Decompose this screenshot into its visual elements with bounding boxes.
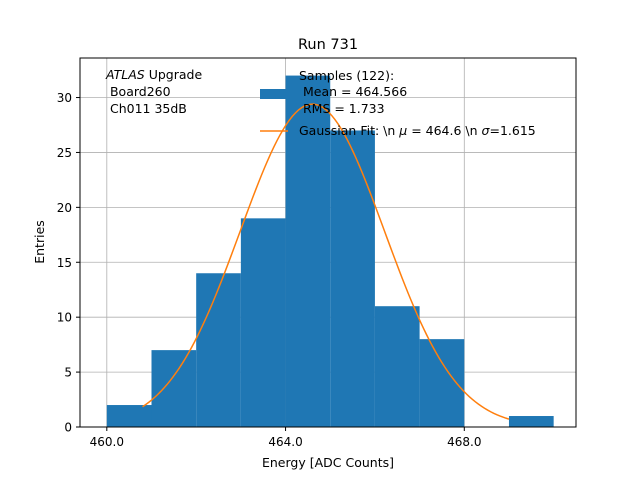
annotation-experiment: ATLAS — [105, 67, 145, 82]
gaussian-fit-curve — [142, 103, 510, 420]
legend-fit-mid: = 464.6 \n — [407, 123, 481, 138]
y-tick-label: 30 — [57, 91, 72, 105]
histogram-bar — [240, 218, 286, 427]
fit-curve-layer — [142, 103, 510, 420]
y-tick-label: 10 — [57, 311, 72, 325]
legend-fit-end: =1.615 — [489, 123, 535, 138]
y-tick-label: 0 — [64, 421, 72, 435]
histogram-bar — [330, 130, 375, 427]
y-axis-label: Entries — [32, 220, 47, 264]
legend-fit-label: Gaussian Fit: \n μ = 464.6 \n σ=1.615 — [299, 123, 536, 138]
histogram-bars — [106, 75, 554, 428]
histogram-bar — [285, 75, 331, 428]
legend-histogram-label-3: RMS = 1.733 — [299, 101, 385, 116]
chart-title: Run 731 — [298, 37, 358, 53]
x-tick-label: 460.0 — [90, 435, 124, 449]
ticks-layer: 460.0 464.0 468.0 0 5 10 15 20 25 30 — [57, 91, 482, 449]
histogram-bar — [196, 273, 241, 427]
y-tick-label: 25 — [57, 146, 72, 160]
histogram-bar — [374, 306, 420, 427]
histogram-bar — [419, 339, 465, 427]
x-tick-label: 464.0 — [268, 435, 302, 449]
y-tick-label: 5 — [64, 366, 72, 380]
legend-histogram-swatch — [260, 89, 288, 99]
legend: Samples (122): Mean = 464.566 RMS = 1.73… — [260, 68, 536, 138]
annotation-line-1: ATLAS Upgrade — [105, 67, 202, 82]
legend-fit-prefix: Gaussian Fit: \n — [299, 123, 399, 138]
annotation-board: Board260 — [106, 84, 171, 99]
annotation-upgrade: Upgrade — [145, 67, 203, 82]
legend-fit-mu: μ — [398, 123, 407, 138]
legend-histogram-label-1: Samples (122): — [299, 68, 394, 83]
histogram-bar — [151, 350, 197, 427]
histogram-bar — [508, 416, 554, 427]
x-tick-label: 468.0 — [447, 435, 481, 449]
legend-fit-sigma: σ — [482, 123, 491, 138]
y-tick-label: 15 — [57, 256, 72, 270]
histogram-bar — [106, 405, 152, 427]
y-tick-label: 20 — [57, 201, 72, 215]
legend-histogram-label-2: Mean = 464.566 — [299, 84, 407, 99]
axes-frame — [79, 57, 577, 428]
annotation-channel: Ch011 35dB — [106, 101, 187, 116]
x-axis-label: Energy [ADC Counts] — [262, 455, 394, 470]
